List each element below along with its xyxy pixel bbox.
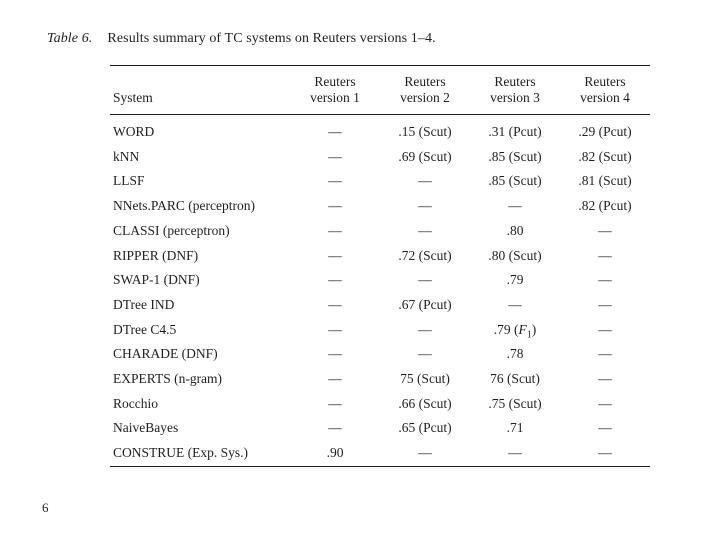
- value-cell-v1: —: [328, 198, 342, 214]
- system-cell: WORD: [113, 124, 155, 139]
- table-row: RIPPER (DNF) — .72 (Scut) .80 (Scut) —: [110, 244, 650, 269]
- table-body: WORD — .15 (Scut) .31 (Pcut) .29 (Pcut) kNN —.…: [110, 115, 650, 467]
- value-cell-v2: —: [418, 346, 432, 362]
- value-cell-v4: —: [598, 321, 612, 337]
- results-table: System Reuters version 1 Reuters version 2…: [110, 65, 650, 467]
- value-cell-v1: —: [328, 222, 342, 238]
- table-row: CHARADE (DNF) — — .78 —: [110, 342, 650, 367]
- value-cell-v2: —: [418, 173, 432, 189]
- value-cell-v3: 76 (Scut): [490, 371, 540, 387]
- value-cell-v1: —: [328, 420, 342, 436]
- value-cell-v3: —: [508, 198, 522, 214]
- table-row: CLASSI (perceptron) — — .80 —: [110, 219, 650, 244]
- system-cell: RIPPER (DNF): [113, 247, 199, 263]
- value-cell-v4: .82 (Pcut): [578, 198, 632, 214]
- system-cell: CONSTRUE (Exp. Sys.): [113, 445, 249, 461]
- table-row: DTree IND — .67 (Pcut) — —: [110, 293, 650, 318]
- system-cell: CLASSI (perceptron): [113, 222, 230, 238]
- value-cell-v4: —: [598, 272, 612, 288]
- value-cell-v2: .67 (Pcut): [398, 296, 452, 312]
- value-cell-v2: 75 (Scut): [400, 371, 450, 387]
- table-row: NaiveBayes — .65 (Pcut) .71 —: [110, 416, 650, 441]
- value-cell-v3: —: [508, 296, 522, 312]
- value-cell-v4: —: [598, 420, 612, 436]
- system-cell: Rocchio: [113, 395, 158, 411]
- value-cell-v3: .78: [506, 346, 524, 362]
- column-header-v3: Reuters version 3: [470, 65, 560, 115]
- value-cell-v4: —: [598, 445, 612, 461]
- table-row: NNets.PARC (perceptron) — — — .82 (Pcut): [110, 194, 650, 219]
- value-cell-v1: —: [328, 371, 342, 387]
- value-cell-v3: .71: [506, 420, 524, 436]
- system-cell: NaiveBayes: [113, 420, 179, 436]
- table-row: Rocchio — .66 (Scut) .75 (Scut) —: [110, 392, 650, 417]
- table-row: kNN — .69 (Scut) .85 (Scut) .82 (Scut): [110, 145, 650, 170]
- system-cell: DTree IND: [113, 296, 175, 312]
- value-cell-v3: .31 (Pcut): [488, 124, 542, 139]
- page-number: 6: [42, 500, 49, 515]
- column-header-v1: Reuters version 1: [290, 65, 380, 115]
- system-cell: LLSF: [113, 173, 145, 189]
- value-cell-v4: —: [598, 222, 612, 238]
- value-cell-v4: .82 (Scut): [578, 148, 632, 164]
- value-cell-v2: .69 (Scut): [398, 148, 452, 164]
- value-cell-v2: —: [418, 272, 432, 288]
- table-row: WORD — .15 (Scut) .31 (Pcut) .29 (Pcut): [110, 115, 650, 145]
- table-caption-text: Results summary of TC systems on Reuters…: [107, 31, 436, 46]
- value-cell-v4: —: [598, 296, 612, 312]
- value-cell-v3: .85 (Scut): [488, 148, 542, 164]
- value-cell-v2: .66 (Scut): [398, 395, 452, 411]
- value-cell-v3: .75 (Scut): [488, 395, 542, 411]
- value-cell-v3: .79 (F1): [493, 321, 537, 341]
- value-cell-v1: —: [328, 395, 342, 411]
- system-cell: NNets.PARC (perceptron): [113, 198, 255, 214]
- value-cell-v1: —: [328, 124, 342, 139]
- value-cell-v3: .79: [506, 272, 524, 288]
- value-cell-v2: —: [418, 321, 432, 337]
- value-cell-v1: —: [328, 321, 342, 337]
- value-cell-v2: —: [418, 222, 432, 238]
- table-row: DTree C4.5 — — .79 (F1) —: [110, 318, 650, 343]
- table-header: System Reuters version 1 Reuters version 2…: [110, 65, 650, 115]
- table-caption: Table 6. Results summary of TC systems on…: [47, 31, 436, 47]
- table-caption-label: Table 6.: [47, 31, 93, 46]
- value-cell-v1: —: [328, 346, 342, 362]
- system-cell: EXPERTS (n-gram): [113, 371, 223, 387]
- table-row: EXPERTS (n-gram) — 75 (Scut) 76 (Scut) —: [110, 367, 650, 392]
- value-cell-v4: .29 (Pcut): [578, 124, 632, 139]
- system-cell: SWAP-1 (DNF): [113, 272, 200, 288]
- table-row: LLSF — — .85 (Scut) .81 (Scut): [110, 169, 650, 194]
- system-cell: DTree C4.5: [113, 321, 177, 337]
- value-cell-v4: —: [598, 371, 612, 387]
- value-cell-v2: —: [418, 198, 432, 214]
- value-cell-v4: —: [598, 247, 612, 263]
- table-row: SWAP-1 (DNF) — — .79 —: [110, 268, 650, 293]
- value-cell-v3: .80 (Scut): [488, 247, 542, 263]
- value-cell-v2: .72 (Scut): [398, 247, 452, 263]
- value-cell-v1: —: [328, 247, 342, 263]
- value-cell-v2: .65 (Pcut): [398, 420, 452, 436]
- value-cell-v2: —: [418, 445, 432, 461]
- value-cell-v3: .80: [506, 222, 524, 238]
- f1-measure-symbol: F: [518, 321, 527, 337]
- value-cell-v1: .90: [326, 445, 344, 461]
- column-header-v4: Reuters version 4: [560, 65, 650, 115]
- value-cell-v3: —: [508, 445, 522, 461]
- value-cell-v1: —: [328, 173, 342, 189]
- value-cell-v4: —: [598, 395, 612, 411]
- value-cell-v1: —: [328, 272, 342, 288]
- value-cell-v4: .81 (Scut): [578, 173, 632, 189]
- value-cell-v1: —: [328, 296, 342, 312]
- column-header-v2: Reuters version 2: [380, 65, 470, 115]
- value-cell-v2: .15 (Scut): [398, 124, 452, 139]
- table-row: CONSTRUE (Exp. Sys.) .90 — — —: [110, 441, 650, 466]
- column-header-system: System: [110, 65, 290, 115]
- header-row: System Reuters version 1 Reuters version 2…: [110, 65, 650, 115]
- value-cell-v3: .85 (Scut): [488, 173, 542, 189]
- value-cell-v4: —: [598, 346, 612, 362]
- value-cell-v1: —: [328, 148, 342, 164]
- system-cell: kNN: [113, 148, 140, 164]
- system-cell: CHARADE (DNF): [113, 346, 218, 362]
